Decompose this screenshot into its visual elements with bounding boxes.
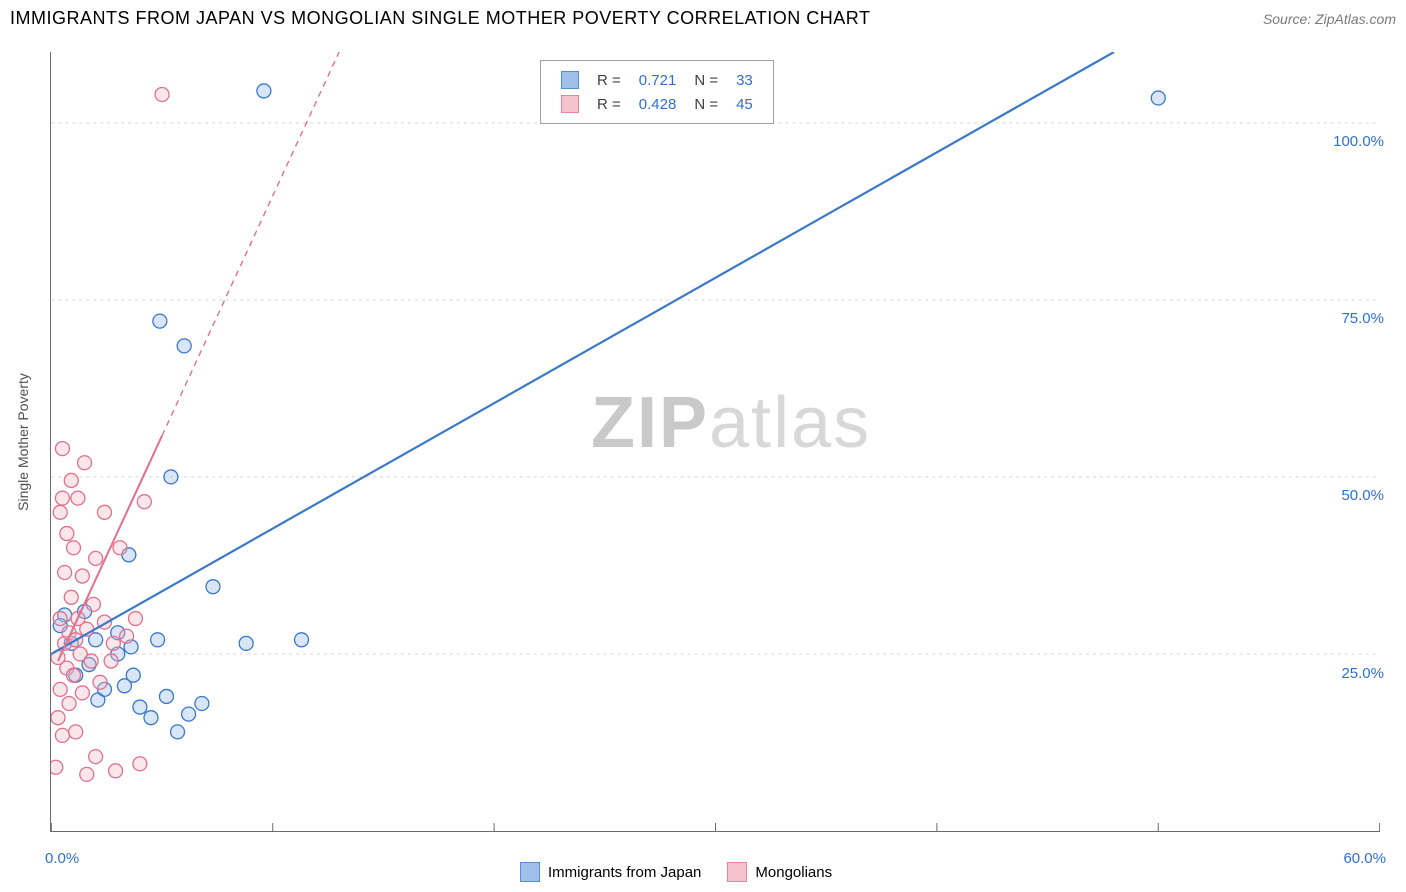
n-value: 45 [728, 93, 761, 115]
legend-row: R =0.428N =45 [553, 93, 761, 115]
legend-swatch [561, 71, 579, 89]
legend-swatch [561, 95, 579, 113]
r-label: R = [589, 69, 629, 91]
y-tick-label: 25.0% [1341, 665, 1384, 682]
plot-svg [51, 52, 1380, 831]
plot-area: ZIPatlas 25.0%50.0%75.0%100.0%0.0%60.0% [50, 52, 1380, 832]
x-tick-label: 60.0% [1343, 850, 1386, 867]
y-axis-label: Single Mother Poverty [15, 373, 31, 511]
n-label: N = [686, 69, 726, 91]
title-bar: IMMIGRANTS FROM JAPAN VS MONGOLIAN SINGL… [10, 8, 1396, 29]
n-label: N = [686, 93, 726, 115]
chart-title: IMMIGRANTS FROM JAPAN VS MONGOLIAN SINGL… [10, 8, 870, 29]
y-axis-label-container: Single Mother Poverty [8, 52, 38, 832]
r-label: R = [589, 93, 629, 115]
legend-swatch [520, 862, 540, 882]
chart-container: IMMIGRANTS FROM JAPAN VS MONGOLIAN SINGL… [0, 0, 1406, 892]
legend-swatch [727, 862, 747, 882]
n-value: 33 [728, 69, 761, 91]
y-tick-label: 50.0% [1341, 487, 1384, 504]
series-name: Mongolians [755, 864, 832, 881]
source-attribution: Source: ZipAtlas.com [1263, 11, 1396, 27]
x-tick-label: 0.0% [45, 850, 79, 867]
series-legend: Immigrants from Japan Mongolians [520, 862, 832, 882]
series-name: Immigrants from Japan [548, 864, 701, 881]
y-tick-label: 75.0% [1341, 310, 1384, 327]
r-value: 0.721 [631, 69, 685, 91]
legend-row: R =0.721N =33 [553, 69, 761, 91]
series-legend-item: Immigrants from Japan [520, 862, 701, 882]
r-value: 0.428 [631, 93, 685, 115]
y-tick-label: 100.0% [1333, 133, 1384, 150]
correlation-legend: R =0.721N =33R =0.428N =45 [540, 60, 774, 124]
series-legend-item: Mongolians [727, 862, 832, 882]
